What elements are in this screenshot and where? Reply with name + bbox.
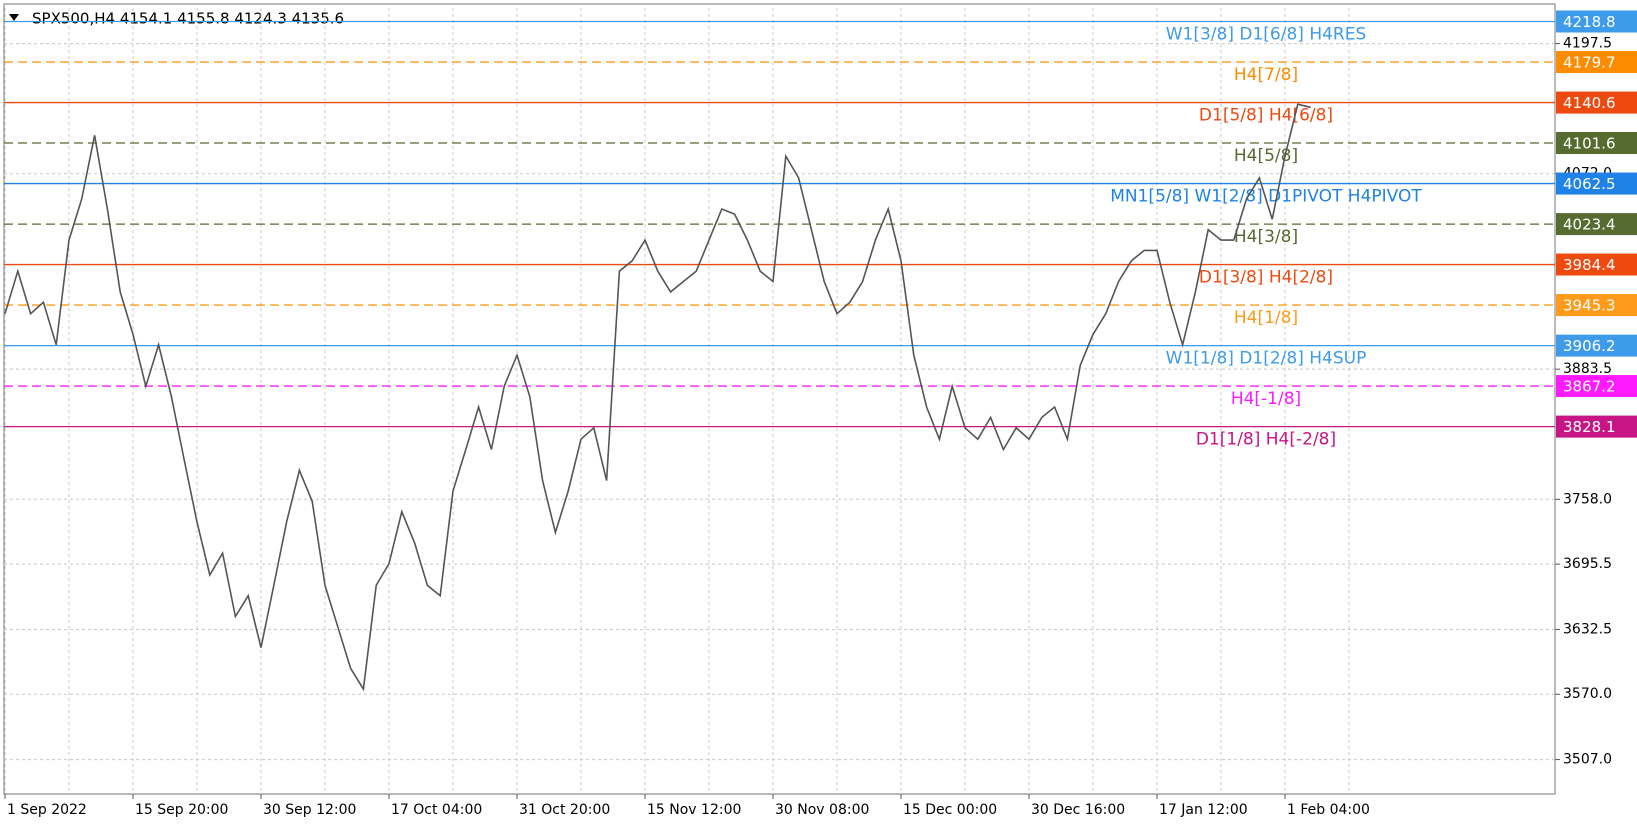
axis: 3507.03570.03632.53695.53758.03883.54072… (4, 10, 1637, 818)
level-badge (1556, 91, 1637, 114)
level-badge-label: 3906.2 (1563, 337, 1616, 355)
level-badge-label: 3867.2 (1563, 378, 1616, 396)
x-tick-label: 1 Feb 04:00 (1287, 802, 1370, 818)
level-label: D1[5/8] H4[6/8] (1199, 106, 1333, 126)
chart-title: SPX500,H4 4154.1 4155.8 4124.3 4135.6 (32, 10, 344, 28)
plot-frame (3, 3, 1556, 795)
level-badge (1556, 294, 1637, 317)
y-tick-label: 3695.5 (1563, 556, 1612, 572)
level-label: D1[1/8] H4[-2/8] (1196, 430, 1336, 450)
level-badge (1556, 375, 1637, 398)
level-badge (1556, 213, 1637, 236)
level-badge-label: 4218.8 (1563, 13, 1616, 31)
x-tick-label: 30 Nov 08:00 (775, 802, 869, 818)
level-badge (1556, 172, 1637, 195)
x-tick-label: 31 Oct 20:00 (519, 802, 610, 818)
x-tick-label: 17 Jan 12:00 (1159, 802, 1248, 818)
x-tick-label: 17 Oct 04:00 (391, 802, 482, 818)
level-label: MN1[5/8] W1[2/8] D1PIVOT H4PIVOT (1110, 187, 1422, 207)
y-tick-label: 3632.5 (1563, 621, 1612, 637)
level-label: H4[-1/8] (1231, 389, 1301, 409)
level-badge-label: 3945.3 (1563, 297, 1616, 315)
level-badge-label: 3828.1 (1563, 418, 1616, 436)
level-badge-label: 3984.4 (1563, 256, 1616, 274)
x-tick-label: 15 Sep 20:00 (135, 802, 228, 818)
x-tick-label: 30 Dec 16:00 (1031, 802, 1125, 818)
x-tick-label: 15 Nov 12:00 (647, 802, 741, 818)
level-badge-label: 4140.6 (1563, 94, 1616, 112)
level-label: W1[1/8] D1[2/8] H4SUP (1166, 349, 1367, 369)
level-label: H4[5/8] (1234, 146, 1298, 166)
x-tick-label: 30 Sep 12:00 (263, 802, 356, 818)
level-label: H4[7/8] (1234, 65, 1298, 85)
marks: W1[3/8] D1[6/8] H4RES H4[7/8] D1[5/8] H4[6… (4, 20, 1555, 692)
level-label: H4[3/8] (1234, 227, 1298, 247)
level-badge (1556, 334, 1637, 357)
y-tick-label: 3507.0 (1563, 752, 1612, 768)
level-badge (1556, 132, 1637, 155)
y-tick-label: 4197.5 (1563, 36, 1612, 52)
level-badge-label: 4062.5 (1563, 175, 1616, 193)
level-badge-label: 4023.4 (1563, 216, 1616, 234)
x-tick-label: 1 Sep 2022 (7, 802, 87, 818)
menu-arrow[interactable] (9, 14, 19, 21)
level-label: W1[3/8] D1[6/8] H4RES (1166, 24, 1367, 44)
level-label: H4[1/8] (1234, 308, 1298, 328)
price-line (4, 103, 1311, 692)
level-badge (1556, 51, 1637, 74)
level-badge-label: 4101.6 (1563, 135, 1616, 153)
level-badge-label: 4179.7 (1563, 54, 1616, 72)
level-badge (1556, 415, 1637, 438)
y-tick-label: 3883.5 (1563, 361, 1612, 377)
level-badge (1556, 10, 1637, 33)
y-tick-label: 3570.0 (1563, 686, 1612, 702)
level-badge (1556, 253, 1637, 276)
level-label: D1[3/8] H4[2/8] (1199, 268, 1333, 288)
grid (4, 8, 1555, 794)
x-tick-label: 15 Dec 00:00 (903, 802, 997, 818)
y-tick-label: 3758.0 (1563, 491, 1612, 507)
